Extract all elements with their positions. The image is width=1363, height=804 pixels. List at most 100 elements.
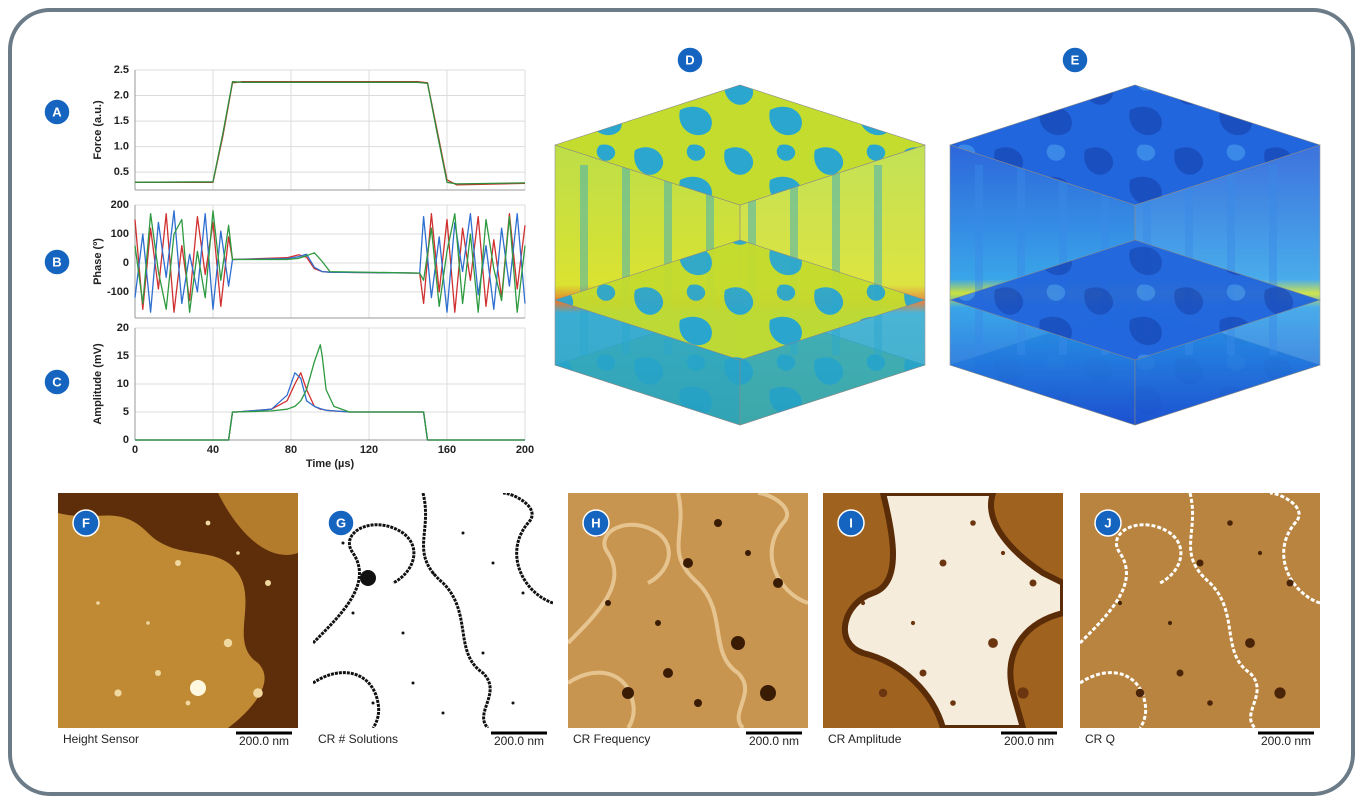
particle (185, 700, 191, 706)
pit (1196, 559, 1204, 567)
y-tick-label: -100 (107, 286, 129, 298)
afm-image (58, 493, 298, 728)
pit (1017, 687, 1029, 699)
y-tick-label: 100 (111, 228, 129, 240)
speck (341, 541, 345, 545)
pit (1257, 550, 1263, 556)
wall-line (421, 493, 492, 728)
y-tick-label: 20 (117, 322, 129, 334)
pit (1176, 669, 1184, 677)
slice (1269, 165, 1277, 355)
caption: CR Amplitude (828, 732, 902, 746)
wall-line (568, 670, 636, 728)
caption: CR # Solutions (318, 732, 398, 746)
speck (401, 631, 405, 635)
panel-label: C (52, 374, 62, 389)
pit (939, 559, 947, 567)
pit (1227, 520, 1233, 526)
cluster (360, 570, 376, 586)
panel-label: D (685, 52, 694, 67)
y-tick-label: 2.5 (114, 64, 129, 76)
x-tick-label: 120 (360, 444, 378, 456)
y-tick-label: 1.0 (114, 141, 129, 153)
pit (919, 669, 927, 677)
panel-badge (837, 509, 865, 537)
y-tick-label: 15 (117, 350, 129, 362)
y-tick-label: 200 (111, 199, 129, 211)
particle (236, 551, 240, 555)
speck (521, 591, 525, 595)
pit (694, 699, 702, 707)
wall-line (1080, 671, 1148, 728)
panel-label: B (52, 254, 61, 269)
x-tick-label: 80 (285, 444, 297, 456)
x-tick-label: 0 (132, 444, 138, 456)
wall-line (1269, 493, 1320, 605)
plane (554, 84, 926, 206)
panel-label: H (591, 515, 600, 530)
scale-label: 200.0 nm (494, 734, 544, 748)
slice (1059, 165, 1067, 355)
wall-line (313, 523, 416, 645)
panel-badge (327, 509, 355, 537)
panel-badge (1094, 509, 1122, 537)
pit (910, 620, 916, 626)
pit (860, 600, 866, 606)
pit (1000, 550, 1006, 556)
panel-badge (43, 98, 71, 126)
afm-image (823, 493, 1063, 728)
wall-line (676, 493, 748, 728)
pit (878, 688, 888, 698)
wall-line (1080, 523, 1183, 645)
x-tick-label: 160 (438, 444, 456, 456)
wall-line (502, 493, 553, 605)
panel-label: G (336, 515, 346, 530)
slice (622, 165, 630, 355)
speck (411, 681, 415, 685)
pit (745, 550, 751, 556)
x-tick-label: 40 (207, 444, 219, 456)
y-tick-label: 0.5 (114, 166, 129, 178)
caption: Height Sensor (63, 732, 139, 746)
panel-badge (43, 248, 71, 276)
data-line (134, 210, 526, 313)
scale-label: 200.0 nm (1004, 734, 1054, 748)
pit (1135, 688, 1145, 698)
panel-label: A (52, 104, 62, 119)
pit (1274, 687, 1286, 699)
pit (683, 558, 693, 568)
panel-badge (1061, 46, 1089, 74)
pit (988, 638, 998, 648)
x-axis-label: Time (µs) (306, 458, 355, 470)
pit (655, 620, 661, 626)
pit (663, 668, 673, 678)
data-line (134, 81, 526, 185)
speck (371, 701, 375, 705)
particle (253, 688, 263, 698)
slice (1227, 165, 1235, 355)
pit (714, 519, 722, 527)
slice (1017, 165, 1025, 355)
scale-label: 200.0 nm (749, 734, 799, 748)
y-axis-label: Phase (º) (92, 238, 104, 285)
caption: CR Frequency (573, 732, 650, 746)
panel-badge (582, 509, 610, 537)
particle (205, 520, 211, 526)
panel-label: F (82, 515, 90, 530)
panel-badge (43, 368, 71, 396)
pit (1207, 700, 1213, 706)
region (218, 493, 298, 555)
speck (351, 611, 355, 615)
pit (731, 636, 745, 650)
y-tick-label: 10 (117, 378, 129, 390)
y-tick-label: 0 (123, 434, 129, 446)
pit (760, 685, 776, 701)
panel-label: J (1104, 515, 1111, 530)
scale-label: 200.0 nm (239, 734, 289, 748)
data-line (135, 344, 525, 441)
pit (605, 600, 611, 606)
speck (441, 711, 445, 715)
wall-line (313, 671, 381, 728)
speck (491, 561, 495, 565)
